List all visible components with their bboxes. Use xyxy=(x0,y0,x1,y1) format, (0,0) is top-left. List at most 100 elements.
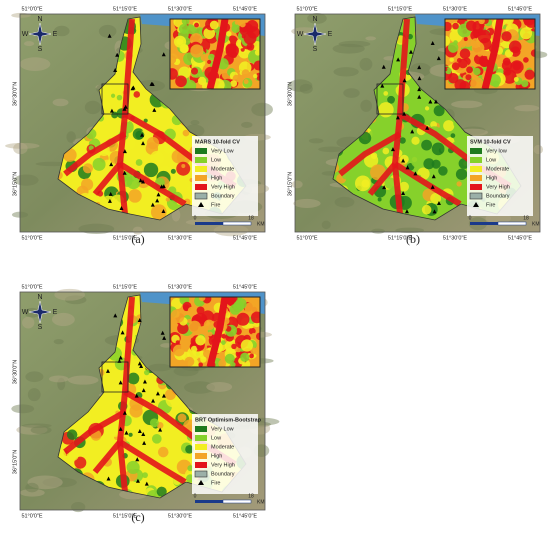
legend-swatch xyxy=(195,148,207,154)
inset-map xyxy=(445,19,535,89)
fire-point xyxy=(141,388,146,393)
fire-point xyxy=(402,111,407,116)
fire-point xyxy=(436,201,441,206)
inset-frame xyxy=(169,296,261,368)
fire-point xyxy=(405,165,410,170)
legend-label: Very High xyxy=(211,184,235,190)
fire-point xyxy=(436,56,441,61)
fire-point xyxy=(430,184,435,189)
fire-point xyxy=(140,179,145,184)
coord-label: 51°45'0"E xyxy=(508,6,532,12)
fire-point xyxy=(106,476,111,481)
fire-point xyxy=(142,440,147,445)
map-frame xyxy=(294,13,541,233)
coord-label: 51°0'0"E xyxy=(21,6,42,12)
legend-label: High xyxy=(211,175,222,181)
fire-point xyxy=(109,108,114,113)
legend-swatch xyxy=(195,444,207,450)
coord-label: 36°30'0"N xyxy=(12,360,18,384)
coord-label: 51°15'0"E xyxy=(113,513,137,519)
inset-map xyxy=(170,297,260,367)
compass-label: E xyxy=(53,31,58,38)
coord-label: 51°30'0"E xyxy=(443,235,467,241)
legend-label: Boundary xyxy=(211,471,235,477)
fire-point xyxy=(151,398,156,403)
fire-point xyxy=(417,65,422,70)
legend-swatch xyxy=(195,184,207,190)
inset-area xyxy=(101,83,129,115)
fire-point xyxy=(161,208,166,213)
fire-point xyxy=(107,33,112,38)
coord-label: 51°15'0"E xyxy=(388,6,412,12)
fire-point xyxy=(417,94,422,99)
legend-swatch xyxy=(195,175,207,181)
legend-swatch xyxy=(470,175,482,181)
fire-point xyxy=(161,184,166,189)
inset-frame xyxy=(444,18,536,90)
scale-label: 0 xyxy=(469,215,472,221)
legend-swatch xyxy=(470,148,482,154)
panel-label: (b) xyxy=(406,232,420,246)
coord-label: 36°30'0"N xyxy=(12,82,18,106)
fire-point xyxy=(410,129,415,134)
coord-label: 51°30'0"E xyxy=(168,284,192,290)
coord-label: 51°30'0"E xyxy=(168,235,192,241)
scale-label: KM xyxy=(532,221,540,227)
legend-swatch xyxy=(195,426,207,432)
fire-point xyxy=(109,162,114,167)
fire-point xyxy=(141,141,146,146)
legend-swatch xyxy=(470,157,482,163)
legend-swatch xyxy=(194,192,208,200)
legend-swatch xyxy=(195,166,207,172)
legend-label: High xyxy=(486,175,497,181)
legend-title: BRT Optimism-Bootstrap xyxy=(195,417,262,423)
panel-label: (a) xyxy=(131,232,144,246)
coord-label: 51°30'0"E xyxy=(443,6,467,12)
compass xyxy=(28,22,52,46)
map-frame xyxy=(19,13,266,233)
coord-label: 51°45'0"E xyxy=(233,235,257,241)
legend-swatch xyxy=(195,462,207,468)
coord-label: 36°15'0"N xyxy=(12,172,18,196)
fire-point xyxy=(135,457,140,462)
fire-point xyxy=(119,206,124,211)
fire-point xyxy=(120,330,125,335)
fire-point xyxy=(118,426,123,431)
coord-label: 51°0'0"E xyxy=(21,284,42,290)
coord-label: 51°45'0"E xyxy=(233,6,257,12)
fire-point xyxy=(134,393,139,398)
coord-label: 51°15'0"E xyxy=(113,6,137,12)
fire-point xyxy=(396,57,401,62)
fire-point xyxy=(152,107,157,112)
compass-label: N xyxy=(37,16,42,23)
fire-point xyxy=(395,115,400,120)
fire-point xyxy=(118,380,123,385)
fire-point xyxy=(382,185,387,190)
fire-point xyxy=(150,202,155,207)
fire-point xyxy=(401,158,406,163)
legend-swatch xyxy=(195,435,207,441)
scale-label: 18 xyxy=(248,493,254,499)
coord-label: 51°30'0"E xyxy=(168,513,192,519)
fire-point xyxy=(135,478,140,483)
legend-swatch xyxy=(470,184,482,190)
fire-point xyxy=(380,83,385,88)
coord-label: 51°0'0"E xyxy=(296,6,317,12)
legend-swatch xyxy=(470,166,482,172)
fire-point xyxy=(402,78,407,83)
fire-point xyxy=(124,430,129,435)
legend-label: Moderate xyxy=(486,166,509,172)
map-panel: 51°0'0"E 51°15'0"E 51°30'0"E 51°45'0"E 51°0'… xyxy=(5,6,273,246)
scale-bar xyxy=(497,221,527,226)
legend-label: Fire xyxy=(211,480,220,486)
coord-label: 36°15'0"N xyxy=(287,172,293,196)
coord-label: 51°15'0"E xyxy=(388,235,412,241)
fire-point xyxy=(155,198,160,203)
fire-point xyxy=(149,81,154,86)
legend-swatch xyxy=(198,480,204,485)
fire-point xyxy=(107,198,112,203)
fire-point xyxy=(161,52,166,57)
fire-point xyxy=(433,99,438,104)
fire-point xyxy=(122,149,127,154)
